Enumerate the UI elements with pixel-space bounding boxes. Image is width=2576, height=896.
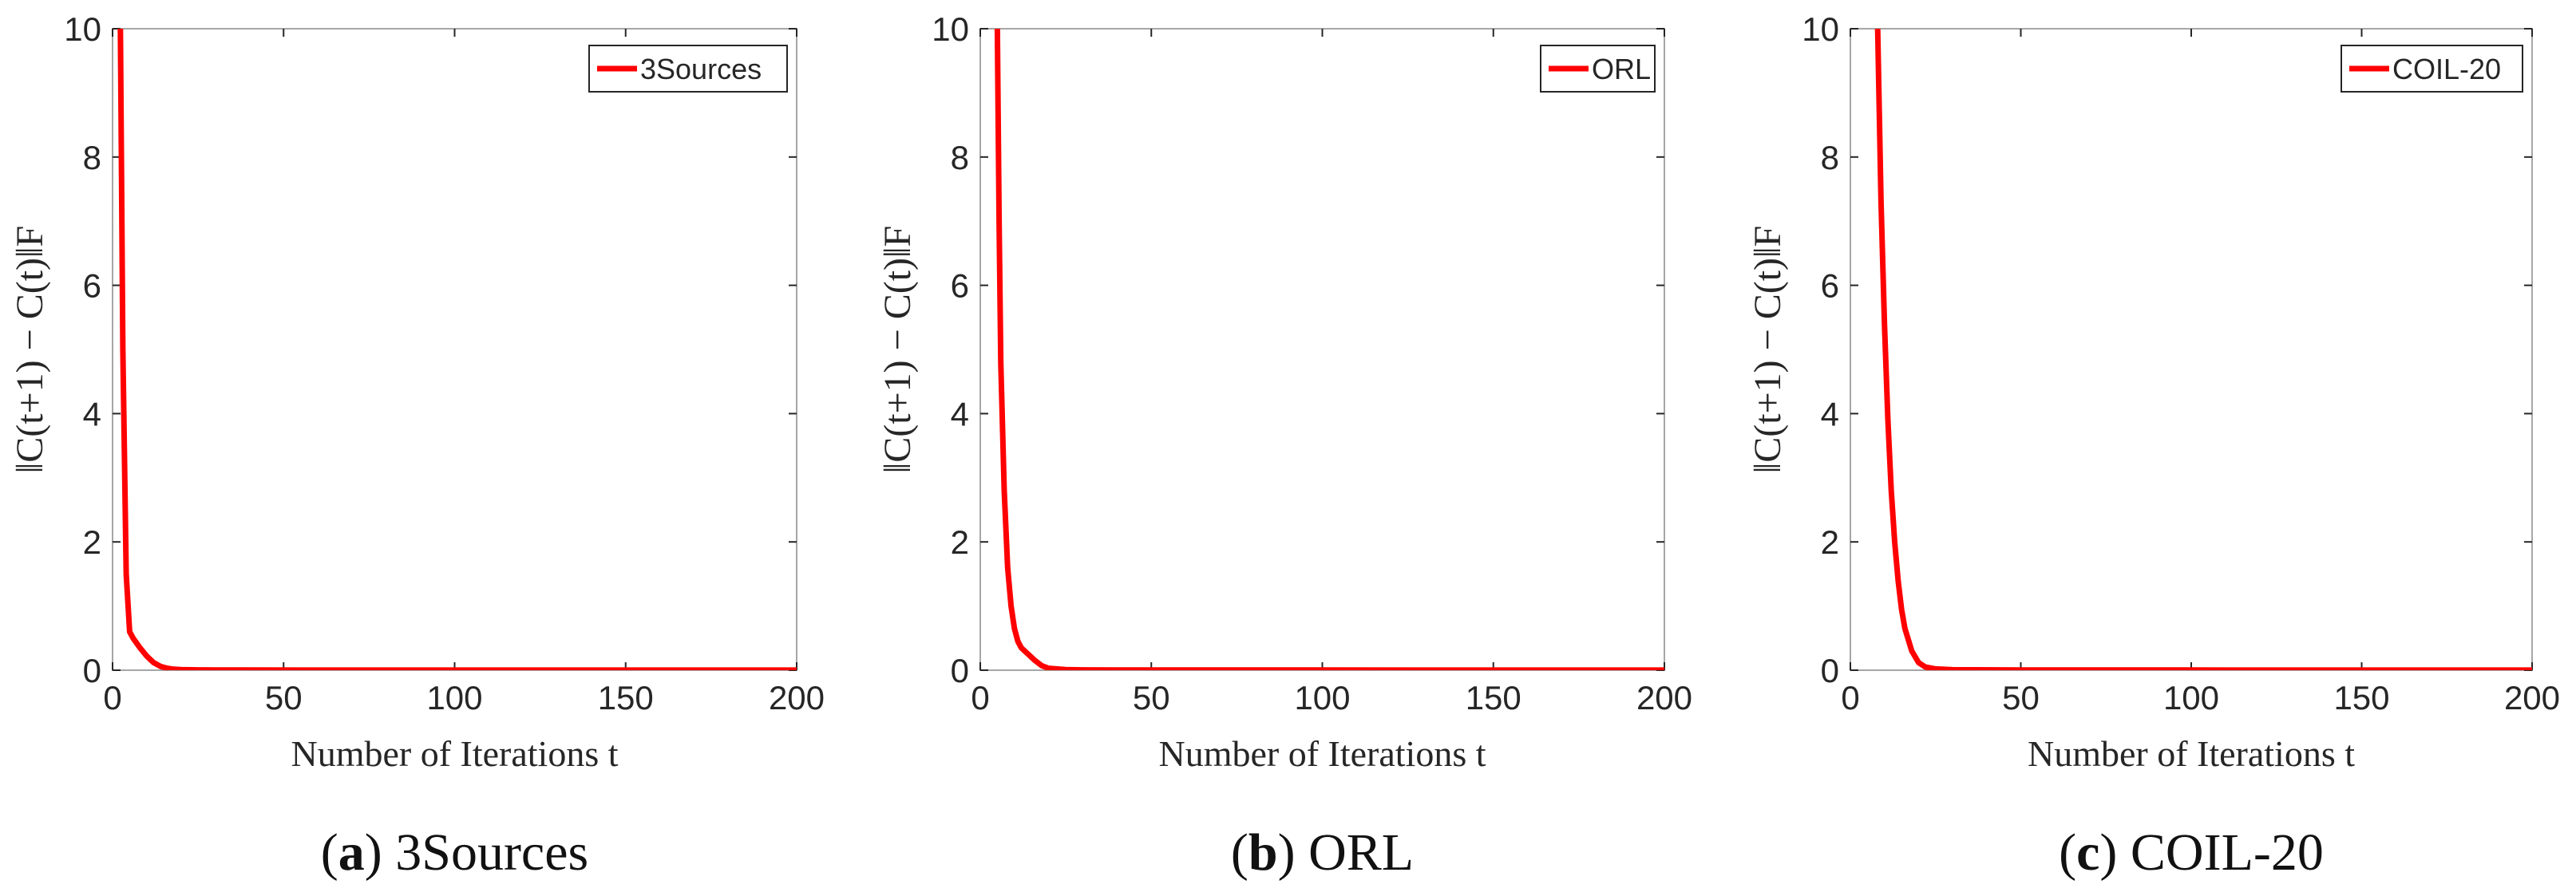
legend-label: COIL-20 (2392, 53, 2501, 85)
caption-name: ) COIL-20 (2099, 823, 2323, 882)
series-line-3Sources (117, 29, 797, 670)
chart-panel-b: 0 50 100 150 200 0 2 4 6 8 10 Number of Iterations … (876, 10, 1692, 882)
plot-area-box (1850, 28, 2533, 671)
x-tick-label: 100 (1294, 679, 1350, 716)
y-tick-label: 0 (951, 652, 969, 689)
y-tick-label: 10 (932, 10, 969, 48)
x-axis-label: Number of Iterations t (291, 733, 618, 774)
x-tick-label: 200 (1636, 679, 1692, 716)
x-tick-label: 0 (1841, 679, 1859, 716)
caption-letter: b (1248, 823, 1278, 882)
x-tick-label: 50 (2002, 679, 2040, 716)
legend-label: 3Sources (640, 53, 762, 85)
y-tick-label: 8 (1821, 139, 1839, 176)
y-axis-label: ‖C(t+1) − C(t)‖F (876, 226, 919, 473)
x-tick-label: 100 (426, 679, 482, 716)
y-tick-label: 4 (1821, 395, 1839, 432)
y-tick-label: 4 (951, 395, 969, 432)
subfigure-caption: (a) 3Sources (321, 823, 588, 882)
y-tick-label: 8 (83, 139, 101, 176)
x-axis-label: Number of Iterations t (1158, 733, 1486, 774)
legend-label: ORL (1592, 53, 1651, 85)
caption-letter: c (2076, 823, 2099, 882)
caption-letter: a (338, 823, 365, 882)
y-tick-label: 10 (64, 10, 101, 48)
y-tick-label: 6 (83, 267, 101, 305)
x-tick-label: 150 (1466, 679, 1521, 716)
y-tick-label: 0 (83, 652, 101, 689)
x-axis-label: Number of Iterations t (2028, 733, 2355, 774)
x-tick-label: 200 (2504, 679, 2560, 716)
x-tick-label: 50 (265, 679, 303, 716)
y-tick-label: 2 (1821, 523, 1839, 561)
y-tick-label: 6 (951, 267, 969, 305)
x-tick-label: 150 (598, 679, 654, 716)
series-line-ORL (994, 29, 1664, 670)
caption-name: ) ORL (1278, 823, 1414, 882)
subfigure-caption: (c) COIL-20 (2059, 823, 2324, 882)
chart-panel-c: 0 50 100 150 200 0 2 4 6 8 10 Number of Iterations … (1747, 10, 2560, 882)
subfigure-caption: (b) ORL (1231, 823, 1414, 882)
y-axis-label: ‖C(t+1) − C(t)‖F (1747, 226, 1789, 473)
y-tick-label: 0 (1821, 652, 1839, 689)
x-tick-label: 200 (769, 679, 825, 716)
plot-area-box (979, 28, 1665, 671)
y-tick-label: 2 (83, 523, 101, 561)
plot-area-box (112, 28, 797, 671)
x-tick-label: 100 (2163, 679, 2219, 716)
x-tick-label: 50 (1133, 679, 1170, 716)
y-tick-label: 6 (1821, 267, 1839, 305)
chart-panel-a: 0 50 100 150 200 0 2 4 6 8 10 Number of Iterations … (9, 10, 825, 882)
x-tick-label: 150 (2333, 679, 2389, 716)
y-tick-label: 4 (83, 395, 101, 432)
y-tick-label: 10 (1802, 10, 1839, 48)
y-tick-label: 2 (951, 523, 969, 561)
y-tick-label: 8 (951, 139, 969, 176)
x-tick-label: 0 (971, 679, 989, 716)
y-axis-label: ‖C(t+1) − C(t)‖F (9, 226, 51, 473)
x-tick-label: 0 (103, 679, 121, 716)
series-line-COIL-20 (1874, 29, 2532, 670)
caption-name: ) 3Sources (365, 823, 588, 882)
